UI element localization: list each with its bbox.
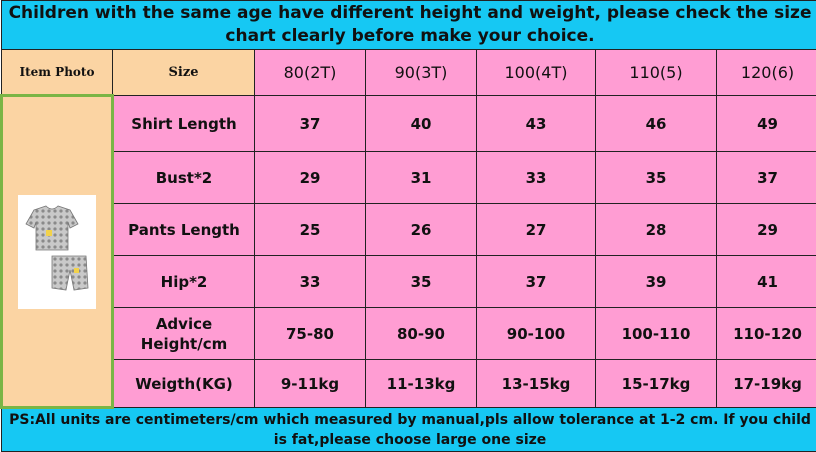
measure-value: 29: [255, 152, 366, 204]
product-image-icon: [22, 202, 92, 302]
measure-value: 37: [255, 96, 366, 152]
measure-value: 26: [366, 204, 477, 256]
measure-value: 40: [366, 96, 477, 152]
measure-value: 41: [717, 256, 816, 308]
measure-value: 110-120: [717, 308, 816, 360]
measure-value: 27: [477, 204, 596, 256]
measure-value: 17-19kg: [717, 360, 816, 408]
table-row: Advice Height/cm 75-80 80-90 90-100 100-…: [2, 308, 816, 360]
measure-value: 15-17kg: [596, 360, 717, 408]
size-column-header: 100(4T): [477, 50, 596, 96]
measure-value: 80-90: [366, 308, 477, 360]
measure-value: 37: [477, 256, 596, 308]
measure-label: Bust*2: [113, 152, 255, 204]
measure-value: 35: [366, 256, 477, 308]
table-row: Shirt Length 37 40 43 46 49: [2, 96, 816, 152]
measure-value: 43: [477, 96, 596, 152]
item-photo-header: Item Photo: [2, 50, 113, 96]
size-header: Size: [113, 50, 255, 96]
measure-value: 9-11kg: [255, 360, 366, 408]
size-column-header: 90(3T): [366, 50, 477, 96]
size-notice-banner: Children with the same age have differen…: [2, 1, 816, 50]
measure-value: 49: [717, 96, 816, 152]
measure-value: 90-100: [477, 308, 596, 360]
measure-value: 75-80: [255, 308, 366, 360]
size-column-header: 110(5): [596, 50, 717, 96]
measure-value: 31: [366, 152, 477, 204]
measure-value: 13-15kg: [477, 360, 596, 408]
measure-value: 33: [255, 256, 366, 308]
measurement-note: PS:All units are centimeters/cm which me…: [2, 408, 816, 452]
measure-value: 37: [717, 152, 816, 204]
table-row: Hip*2 33 35 37 39 41: [2, 256, 816, 308]
size-column-header: 80(2T): [255, 50, 366, 96]
measure-label: Pants Length: [113, 204, 255, 256]
measure-value: 11-13kg: [366, 360, 477, 408]
measure-value: 100-110: [596, 308, 717, 360]
measure-label: Advice Height/cm: [113, 308, 255, 360]
measure-label: Weigth(KG): [113, 360, 255, 408]
measure-value: 39: [596, 256, 717, 308]
item-photo-cell: [2, 96, 113, 408]
product-photo: [18, 195, 96, 309]
measure-value: 29: [717, 204, 816, 256]
size-column-header: 120(6): [717, 50, 816, 96]
table-row: Bust*2 29 31 33 35 37: [2, 152, 816, 204]
measure-value: 25: [255, 204, 366, 256]
measure-value: 33: [477, 152, 596, 204]
table-row: Pants Length 25 26 27 28 29: [2, 204, 816, 256]
table-row: Weigth(KG) 9-11kg 11-13kg 13-15kg 15-17k…: [2, 360, 816, 408]
measure-label: Shirt Length: [113, 96, 255, 152]
measure-label: Hip*2: [113, 256, 255, 308]
measure-value: 46: [596, 96, 717, 152]
measure-value: 28: [596, 204, 717, 256]
measure-value: 35: [596, 152, 717, 204]
